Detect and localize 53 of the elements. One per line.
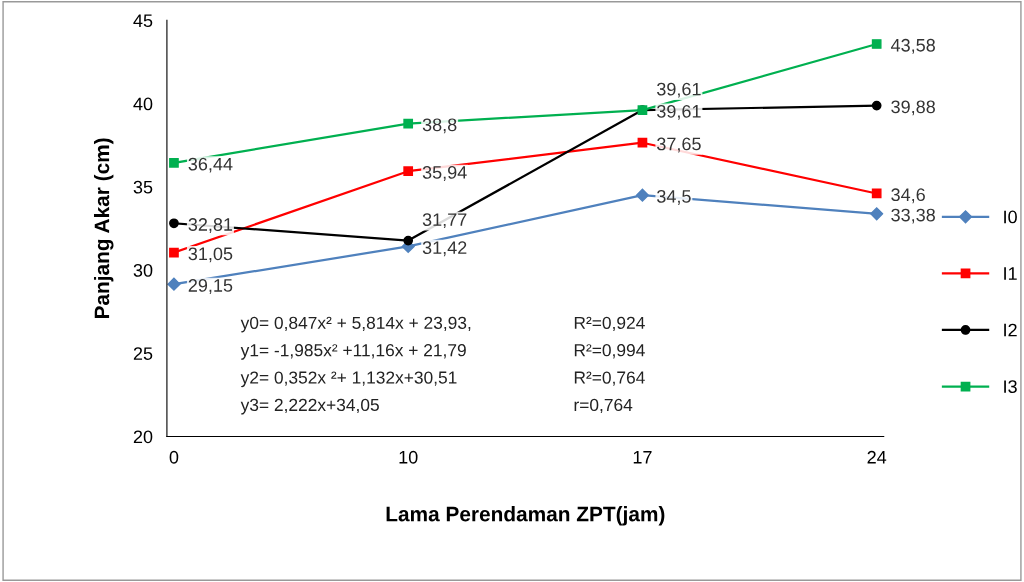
annotation: y1= -1,985x² +11,16x + 21,79 [240, 344, 466, 360]
annotation: r=0,764 [574, 398, 633, 414]
data-label: 34,5 [657, 189, 691, 205]
point [870, 207, 884, 221]
y-tick-label: 40 [133, 97, 153, 111]
point [637, 137, 648, 148]
point [871, 188, 882, 199]
point [403, 235, 414, 246]
annotation: y3= 2,222x+34,05 [240, 398, 379, 415]
legend-label: I3 [1004, 380, 1017, 394]
data-label: 33,38 [891, 208, 935, 224]
point [167, 277, 181, 291]
data-label: 31,42 [422, 241, 467, 257]
data-label: 31,77 [422, 213, 467, 229]
data-label: 38,8 [422, 118, 457, 134]
legend-label: I1 [1004, 267, 1017, 280]
x-tick-label: 17 [633, 451, 652, 464]
legend-label: I0 [1004, 210, 1017, 224]
y-tick-label: 45 [133, 14, 153, 28]
data-label: 43,58 [890, 38, 935, 54]
data-label: 29,15 [188, 279, 233, 294]
y-tick-label: 35 [133, 180, 153, 194]
data-label: 35,94 [422, 166, 467, 181]
y-tick-label: 30 [133, 263, 153, 277]
point [169, 157, 179, 168]
x-tick-label: 10 [399, 450, 418, 464]
point [169, 247, 179, 258]
point [169, 218, 179, 229]
data-label: 39,61 [657, 104, 701, 120]
point [871, 39, 882, 49]
annotation: y2= 0,352x ²+ 1,132x+30,51 [240, 371, 457, 388]
data-label: 39,88 [891, 100, 935, 116]
annotation: R²=0,994 [574, 344, 645, 359]
y-axis-title: Panjang Akar (cm) [93, 138, 114, 319]
annotation: R²=0,924 [574, 316, 645, 332]
legend-label: I2 [1004, 323, 1017, 337]
point [403, 118, 414, 129]
data-label: 32,81 [188, 218, 233, 234]
data-label: 34,6 [891, 188, 925, 204]
data-label: 37,65 [657, 137, 701, 153]
point [635, 188, 650, 202]
x-axis-title: Lama Perendaman ZPT(jam) [386, 506, 665, 526]
data-label: 31,05 [188, 247, 233, 263]
point [403, 166, 414, 177]
data-label: 36,44 [188, 157, 233, 173]
x-tick-label: 0 [169, 450, 179, 464]
y-tick-label: 25 [133, 347, 153, 360]
annotation: y0= 0,847x² + 5,814x + 23,93, [240, 316, 471, 333]
point [871, 100, 882, 111]
data-label: 39,61 [657, 82, 701, 98]
y-tick-label: 20 [133, 430, 153, 444]
annotation: R²=0,764 [574, 371, 645, 386]
x-tick-label: 24 [867, 450, 887, 464]
